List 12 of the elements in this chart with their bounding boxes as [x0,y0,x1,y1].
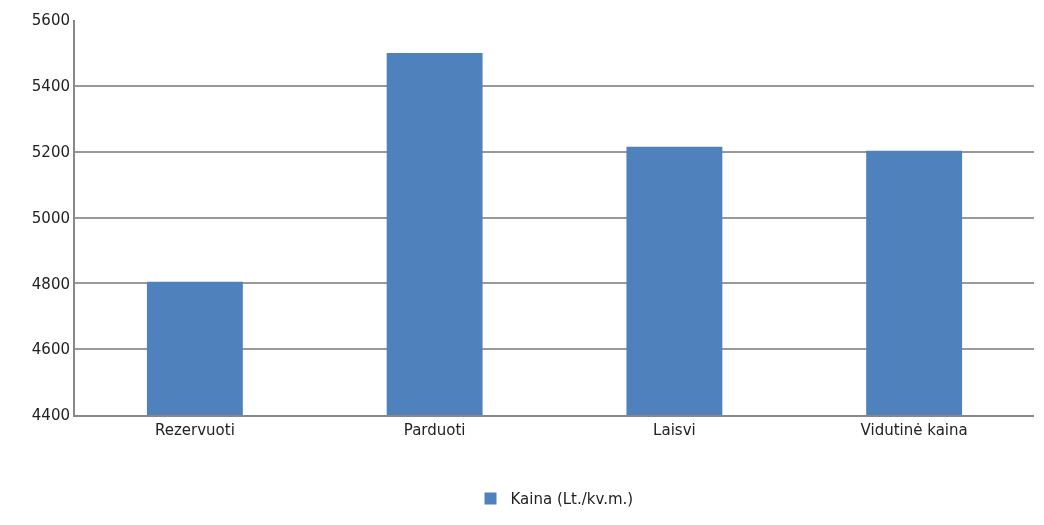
x-tick-label: Rezervuoti [154,421,235,439]
x-tick-label: Parduoti [403,421,466,439]
y-tick-label: 5600 [31,11,70,30]
legend-label: Kaina (Lt./kv.m.) [510,490,634,509]
y-tick-label: 5000 [31,208,70,227]
x-tick-label: Vidutinė kaina [860,421,968,439]
y-tick-label: 4800 [31,274,70,293]
y-tick-label: 5200 [31,142,70,161]
y-tick-label: 5400 [31,77,70,96]
y-tick-label: 4400 [31,406,70,425]
x-tick-label: Laisvi [653,421,696,439]
y-tick-label: 4600 [31,340,70,359]
